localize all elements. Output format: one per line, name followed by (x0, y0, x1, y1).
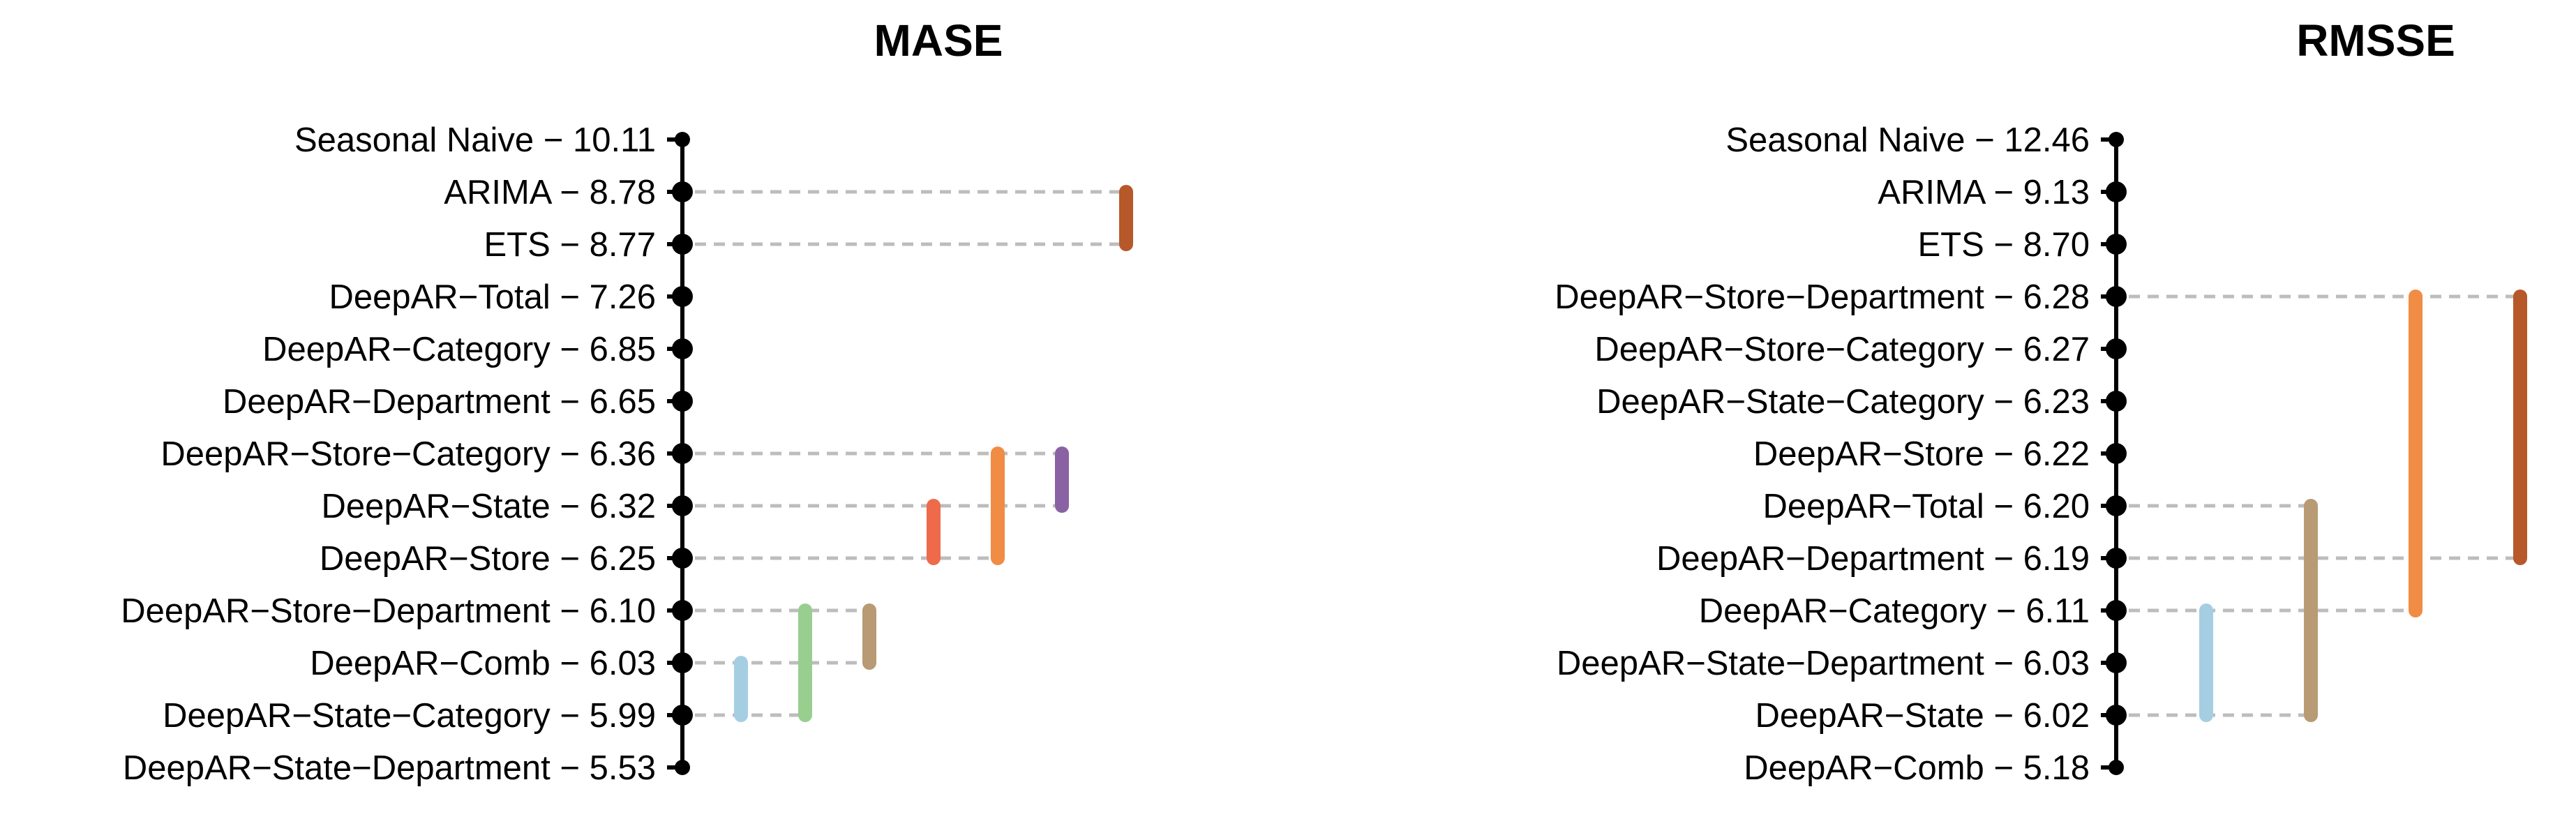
model-point (2109, 760, 2124, 775)
model-point (672, 495, 693, 516)
panel-mase: MASE Seasonal Naive − 10.11 ARIMA − 8.78 E… (121, 15, 1133, 787)
model-label: DeepAR−Store−Category − 6.36 (160, 435, 656, 473)
model-label: DeepAR−Total − 6.20 (1762, 488, 2090, 525)
model-point (2106, 338, 2127, 359)
model-label: ARIMA − 9.13 (1878, 174, 2090, 211)
model-point (672, 391, 693, 412)
model-point (2106, 600, 2127, 621)
model-point (2106, 652, 2127, 673)
model-label: DeepAR−Total − 7.26 (329, 278, 656, 316)
model-point (2106, 548, 2127, 569)
model-label: DeepAR−Store−Department − 6.28 (1555, 278, 2090, 316)
model-label: DeepAR−Store − 6.25 (320, 540, 656, 578)
model-label: DeepAR−State − 6.02 (1755, 697, 2090, 735)
model-label: Seasonal Naive − 12.46 (1725, 121, 2090, 159)
model-point (672, 548, 693, 569)
model-label: Seasonal Naive − 10.11 (294, 121, 656, 159)
model-label: DeepAR−Store − 6.22 (1753, 435, 2090, 473)
model-point (675, 132, 690, 147)
model-point (672, 600, 693, 621)
mase-plot: Seasonal Naive − 10.11 ARIMA − 8.78 ETS − … (121, 121, 1133, 787)
model-label: ETS − 8.77 (484, 226, 656, 264)
model-label: DeepAR−State−Department − 5.53 (123, 749, 656, 787)
model-label: DeepAR−Comb − 5.18 (1744, 749, 2090, 787)
model-point (2106, 181, 2127, 202)
model-point (2109, 132, 2124, 147)
model-label: DeepAR−State − 6.32 (322, 488, 656, 525)
panel-rmsse: RMSSE Seasonal Naive − 12.46 ARIMA − 9.13… (1555, 15, 2527, 787)
model-label: ARIMA − 8.78 (444, 174, 656, 211)
model-point (2106, 391, 2127, 412)
model-label: DeepAR−Store−Category − 6.27 (1594, 331, 2090, 368)
model-label: DeepAR−Department − 6.65 (223, 383, 656, 421)
mase-title: MASE (874, 15, 1003, 66)
model-point (672, 286, 693, 307)
model-label: DeepAR−Store−Department − 6.10 (121, 592, 656, 630)
model-point (672, 443, 693, 464)
model-point (2106, 234, 2127, 255)
model-point (672, 234, 693, 255)
model-point (2106, 705, 2127, 726)
model-point (672, 652, 693, 673)
model-point (2106, 443, 2127, 464)
rmsse-plot: Seasonal Naive − 12.46 ARIMA − 9.13 ETS − … (1555, 121, 2527, 787)
model-label: ETS − 8.70 (1917, 226, 2090, 264)
model-label: DeepAR−Comb − 6.03 (310, 645, 656, 682)
model-label: DeepAR−State−Category − 5.99 (163, 697, 656, 735)
model-label: DeepAR−State−Category − 6.23 (1596, 383, 2090, 421)
rmsse-title: RMSSE (2296, 15, 2455, 66)
model-point (672, 181, 693, 202)
model-label: DeepAR−Department − 6.19 (1656, 540, 2090, 578)
model-point (2106, 495, 2127, 516)
model-label: DeepAR−Category − 6.85 (262, 331, 656, 368)
model-label: DeepAR−Category − 6.11 (1699, 592, 2090, 630)
model-point (672, 705, 693, 726)
model-point (2106, 286, 2127, 307)
model-label: DeepAR−State−Department − 6.03 (1557, 645, 2090, 682)
model-point (675, 760, 690, 775)
model-point (672, 338, 693, 359)
